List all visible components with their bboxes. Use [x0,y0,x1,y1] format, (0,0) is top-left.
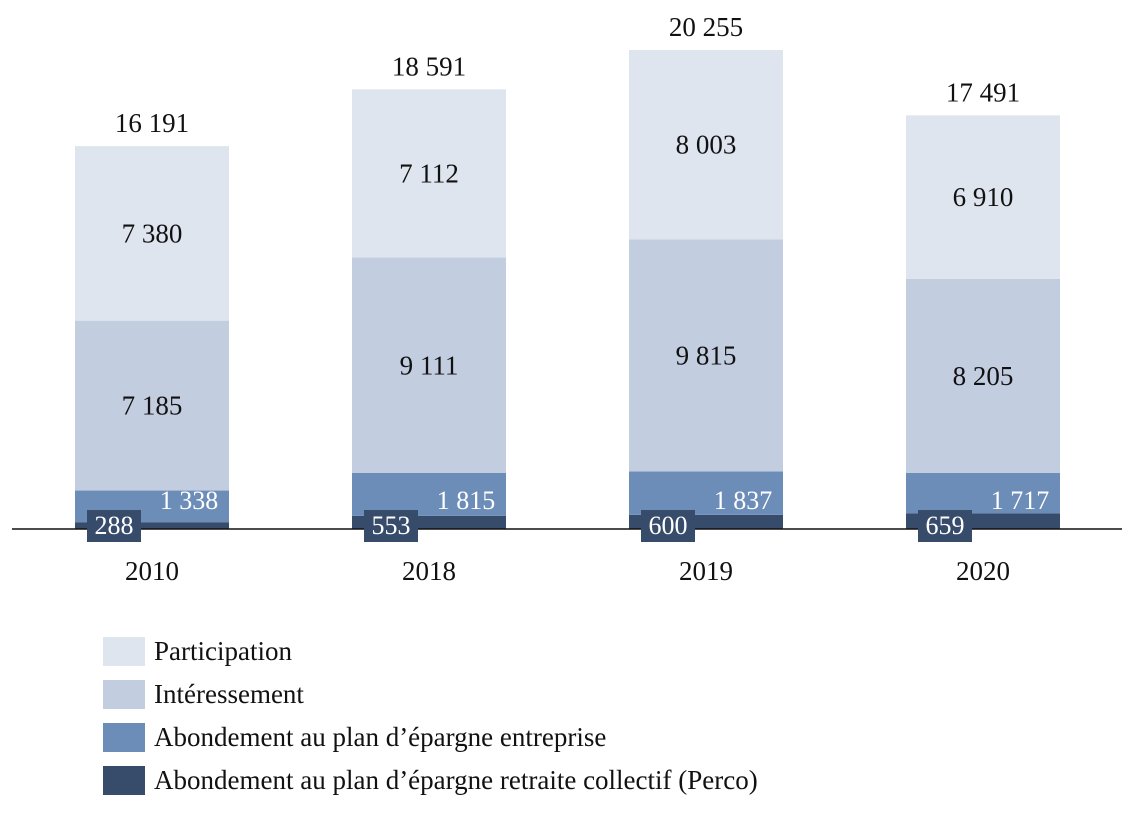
bar-segment-2010-s0 [75,522,229,529]
legend: Participation Intéressement Abondement au … [103,630,758,802]
x-tick-label-2010: 2010 [125,556,179,586]
bar-segment-2010-s3 [75,146,229,321]
legend-label: Abondement au plan d’épargne retraite co… [154,765,758,795]
data-label-pee-2018: 1 815 [437,486,496,515]
data-label-pee-2010: 1 338 [160,486,219,515]
total-label-2020: 17 491 [946,77,1020,107]
legend-item-perco: Abondement au plan d’épargne retraite co… [103,759,758,802]
legend-item-pee: Abondement au plan d’épargne entreprise [103,716,758,759]
data-label-perco-2018: 553 [372,511,411,540]
data-label-participation-2010: 7 380 [122,218,183,248]
total-label-2019: 20 255 [669,12,743,42]
legend-item-participation: Participation [103,630,758,673]
legend-swatch [103,723,145,752]
bar-segment-2018-s1 [352,473,506,516]
legend-label: Participation [154,636,292,666]
data-label-interessement-2010: 7 185 [122,391,183,421]
perco-label-box-2010 [87,510,141,542]
x-tick-label-2018: 2018 [402,556,456,586]
data-label-interessement-2019: 9 815 [676,340,737,370]
data-label-participation-2019: 8 003 [676,130,737,160]
legend-swatch [103,637,145,666]
bar-segment-2010-s2 [75,320,229,491]
data-label-interessement-2018: 9 111 [400,350,459,380]
data-label-perco-2010: 288 [95,511,134,540]
legend-label: Abondement au plan d’épargne entreprise [154,722,607,752]
perco-label-box-2018 [364,510,418,542]
perco-label-box-2019 [641,510,695,542]
data-label-perco-2020: 659 [926,511,965,540]
data-label-participation-2018: 7 112 [399,158,459,188]
legend-item-interessement: Intéressement [103,673,758,716]
bar-segment-2019-s2 [629,239,783,472]
x-tick-label-2020: 2020 [956,556,1010,586]
labels-layer: 288 1 338 7 185 7 380 16 191 2010 553 1 815 9 11… [87,12,1049,586]
bars-layer [75,50,1060,529]
data-label-pee-2020: 1 717 [991,486,1050,515]
bar-segment-2020-s3 [906,115,1060,279]
data-label-pee-2019: 1 837 [714,486,773,515]
data-label-participation-2020: 6 910 [953,182,1014,212]
bar-segment-2018-s3 [352,89,506,258]
bar-segment-2019-s3 [629,50,783,240]
bar-segment-2020-s2 [906,278,1060,473]
legend-swatch [103,680,145,709]
bar-segment-2019-s1 [629,471,783,515]
legend-label: Intéressement [154,679,304,709]
bar-segment-2018-s2 [352,257,506,474]
total-label-2010: 16 191 [115,108,189,138]
data-label-perco-2019: 600 [649,511,688,540]
legend-swatch [103,766,145,795]
x-tick-label-2019: 2019 [679,556,733,586]
data-label-interessement-2020: 8 205 [953,361,1014,391]
bar-segment-2020-s1 [906,472,1060,514]
total-label-2018: 18 591 [392,51,466,81]
perco-label-box-2020 [918,510,972,542]
